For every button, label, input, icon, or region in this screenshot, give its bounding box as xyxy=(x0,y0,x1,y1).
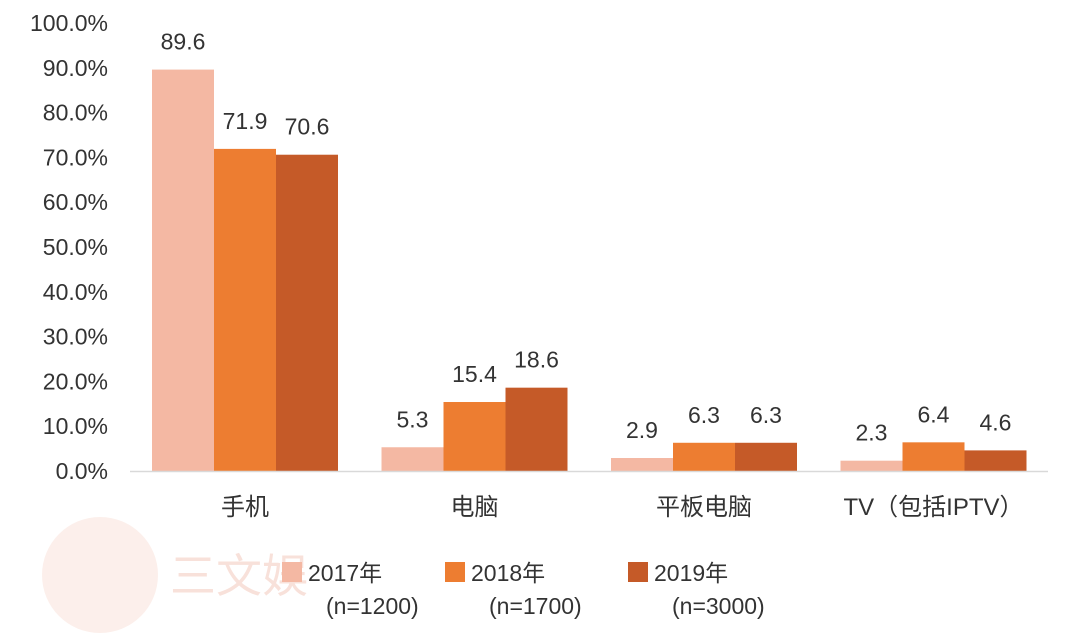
watermark-logo-icon xyxy=(42,517,158,633)
legend-swatch xyxy=(282,562,302,582)
legend-label: 2018年 xyxy=(471,560,545,586)
data-label: 6.4 xyxy=(918,401,950,427)
data-label: 71.9 xyxy=(223,108,268,134)
data-label: 2.3 xyxy=(856,420,888,446)
legend: 2017年 (n=1200) 2018年 (n=1700) 2019年 (n=3000) xyxy=(282,560,765,619)
y-tick-label: 20.0% xyxy=(43,368,108,394)
data-label: 18.6 xyxy=(514,347,559,373)
category-label: 平板电脑 xyxy=(656,494,752,521)
legend-sample-size: (n=1700) xyxy=(489,593,582,619)
legend-swatch xyxy=(445,562,465,582)
x-axis-categories: 手机 电脑 平板电脑 TV（包括IPTV） xyxy=(221,494,1024,521)
bar xyxy=(214,148,276,471)
bar xyxy=(735,442,797,471)
y-tick-label: 80.0% xyxy=(43,100,108,126)
bar xyxy=(381,447,444,471)
data-label: 15.4 xyxy=(452,361,497,387)
bar xyxy=(964,450,1027,471)
y-tick-label: 60.0% xyxy=(43,189,108,215)
data-label: 6.3 xyxy=(688,402,720,428)
data-label: 89.6 xyxy=(161,29,206,55)
bar xyxy=(840,460,903,471)
watermark-logo: 三文娱 xyxy=(42,517,308,633)
data-label: 4.6 xyxy=(980,409,1012,435)
legend-swatch xyxy=(628,562,648,582)
bar xyxy=(276,154,338,471)
y-tick-label: 70.0% xyxy=(43,144,108,170)
y-tick-label: 0.0% xyxy=(56,458,108,484)
bar xyxy=(152,69,214,471)
y-tick-label: 50.0% xyxy=(43,234,108,260)
legend-label: 2019年 xyxy=(654,560,728,586)
legend-label: 2017年 xyxy=(308,560,382,586)
data-label: 6.3 xyxy=(750,402,782,428)
bars xyxy=(152,69,1027,471)
category-label: 电脑 xyxy=(451,494,499,521)
legend-sample-size: (n=3000) xyxy=(672,593,765,619)
category-label: TV（包括IPTV） xyxy=(843,494,1023,521)
data-label: 70.6 xyxy=(285,114,330,140)
bar xyxy=(611,458,673,471)
legend-sample-size: (n=1200) xyxy=(326,593,419,619)
y-tick-label: 30.0% xyxy=(43,324,108,350)
data-label: 5.3 xyxy=(397,406,429,432)
y-tick-label: 40.0% xyxy=(43,279,108,305)
bar xyxy=(673,442,735,471)
y-axis-ticks: 0.0% 10.0% 20.0% 30.0% 40.0% 50.0% 60.0% 70.0% 8… xyxy=(30,10,108,484)
y-tick-label: 10.0% xyxy=(43,413,108,439)
bar xyxy=(505,387,568,471)
category-label: 手机 xyxy=(221,494,269,521)
y-tick-label: 90.0% xyxy=(43,55,108,81)
bar xyxy=(902,442,965,471)
bar xyxy=(443,402,506,471)
y-tick-label: 100.0% xyxy=(30,10,108,36)
data-label: 2.9 xyxy=(626,417,658,443)
data-labels: 89.6 5.3 2.9 2.3 71.9 15.4 6.3 6.4 70.6 18.6 6.3 4.… xyxy=(161,29,1012,446)
